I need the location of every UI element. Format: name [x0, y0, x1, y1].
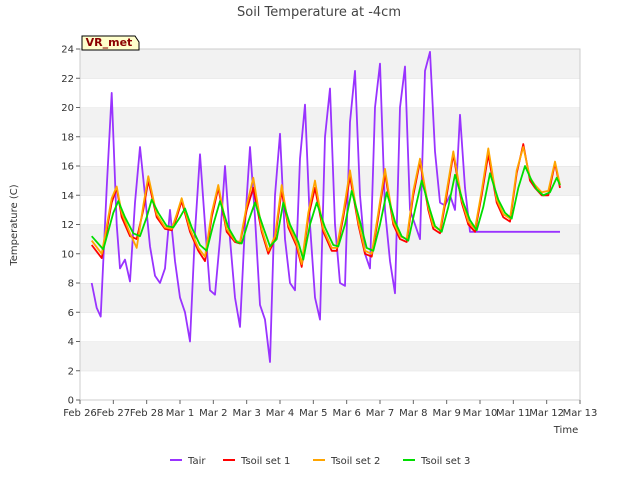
y-axis-label: Temperature (C) — [9, 184, 20, 266]
grid-band — [80, 136, 580, 166]
x-tick-label: Mar 13 — [563, 408, 598, 419]
x-tick-label: Mar 4 — [266, 408, 294, 419]
badge-label: VR_met — [86, 36, 133, 49]
y-tick-label: 18 — [61, 132, 74, 143]
legend: Tair Tsoil set 1 Tsoil set 2 Tsoil set 3 — [170, 456, 470, 467]
x-tick-label: Feb 27 — [97, 408, 131, 419]
x-tick-label: Mar 2 — [199, 408, 227, 419]
y-tick-label: 8 — [68, 279, 74, 290]
y-tick-label: 12 — [61, 220, 74, 231]
grid-band — [80, 253, 580, 283]
x-tick-label: Mar 11 — [496, 408, 531, 419]
x-tick-label: Mar 5 — [299, 408, 327, 419]
legend-item: Tair — [170, 456, 206, 467]
x-tick-label: Feb 26 — [63, 408, 97, 419]
series-line-tsoil-set-3 — [91, 165, 561, 261]
grid-band — [80, 283, 580, 313]
x-tick-label: Mar 12 — [529, 408, 564, 419]
x-axis-label: Time — [553, 425, 578, 436]
grid-band — [80, 370, 580, 400]
y-tick-label: 10 — [61, 249, 74, 260]
series-lines — [90, 51, 561, 363]
vr-met-badge: VR_met — [81, 35, 140, 51]
series-line-tsoil-set-2 — [90, 146, 561, 265]
y-tick-label: 0 — [68, 396, 74, 407]
x-tick-label: Mar 8 — [399, 408, 427, 419]
legend-label: Tair — [187, 456, 206, 467]
legend-item: Tsoil set 3 — [403, 456, 470, 467]
grid-band — [80, 49, 580, 79]
y-tick-label: 2 — [68, 366, 74, 377]
legend-item: Tsoil set 2 — [313, 456, 380, 467]
grid-band — [80, 166, 580, 196]
x-tick-label: Mar 6 — [332, 408, 360, 419]
x-tick-label: Mar 9 — [432, 408, 460, 419]
x-tick-label: Mar 3 — [232, 408, 260, 419]
x-tick-label: Mar 1 — [166, 408, 194, 419]
grid-bands — [80, 48, 580, 400]
y-tick-label: 16 — [61, 162, 74, 173]
legend-label: Tsoil set 3 — [420, 456, 470, 467]
legend-label: Tsoil set 1 — [240, 456, 290, 467]
x-axis-ticks: Feb 26 Feb 27 Feb 28 Mar 1 Mar 2 Mar 3 Mar 4 Ma… — [63, 400, 597, 419]
chart-title: Soil Temperature at -4cm — [237, 5, 401, 20]
y-tick-label: 20 — [61, 103, 74, 114]
y-tick-label: 4 — [68, 337, 74, 348]
y-tick-label: 22 — [61, 74, 74, 85]
y-tick-label: 6 — [68, 308, 74, 319]
x-tick-label: Mar 7 — [366, 408, 394, 419]
grid-band — [80, 341, 580, 371]
x-tick-label: Mar 10 — [463, 408, 498, 419]
y-tick-label: 24 — [61, 45, 74, 56]
legend-label: Tsoil set 2 — [330, 456, 380, 467]
y-tick-label: 14 — [61, 191, 74, 202]
legend-item: Tsoil set 1 — [223, 456, 290, 467]
x-tick-label: Feb 28 — [130, 408, 164, 419]
grid-band — [80, 312, 580, 342]
